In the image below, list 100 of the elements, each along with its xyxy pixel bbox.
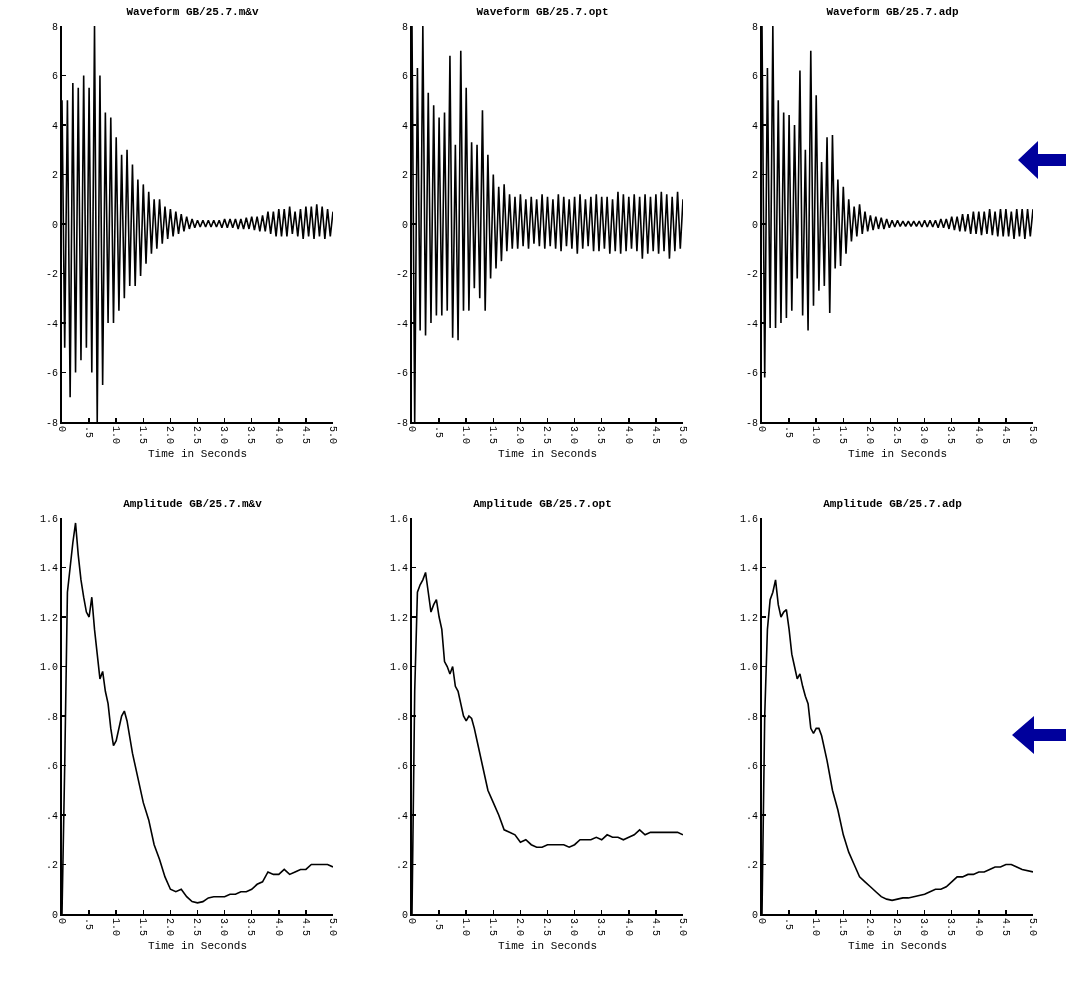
x-axis-title: Time in Seconds <box>497 939 598 952</box>
x-tick-label: 2.0 <box>514 426 526 445</box>
x-tick-label: 3.0 <box>918 918 930 937</box>
y-tick-label: .8 <box>45 711 58 723</box>
chart-title: Amplitude GB/25.7.m&v <box>123 498 263 511</box>
x-tick-label: 2.5 <box>891 918 903 937</box>
x-tick-label: 1.0 <box>809 918 821 937</box>
y-tick-label: 6 <box>51 71 58 82</box>
y-tick-label: 1.4 <box>39 563 58 574</box>
x-tick-label: 4.5 <box>999 918 1011 937</box>
y-tick-label: .2 <box>745 860 758 871</box>
y-tick-label: 1.6 <box>389 513 408 525</box>
y-tick-label: 0 <box>751 219 758 231</box>
x-axis-title: Time in Seconds <box>847 447 948 460</box>
y-tick-label: -2 <box>395 269 408 280</box>
x-tick-label: 2.5 <box>541 918 553 937</box>
x-tick-label: 1.5 <box>837 918 849 937</box>
x-tick-label: 1.5 <box>487 426 499 445</box>
chart-title: Waveform GB/25.7.m&v <box>126 6 259 19</box>
x-tick-label: 5.0 <box>326 426 338 445</box>
x-tick-label: 3.5 <box>245 426 257 445</box>
x-tick-label: 2.0 <box>864 426 876 445</box>
y-tick-label: 1.4 <box>739 563 758 574</box>
y-tick-label: -8 <box>45 417 58 429</box>
x-tick-label: .5 <box>82 918 94 931</box>
x-tick-label: .5 <box>432 918 444 931</box>
x-tick-label: 2.0 <box>164 426 176 445</box>
x-tick-label: 4.5 <box>299 426 311 445</box>
x-tick-label: 1.5 <box>487 918 499 937</box>
x-tick-label: 1.5 <box>137 918 149 937</box>
x-tick-label: 4.0 <box>622 426 634 445</box>
y-tick-label: 4 <box>751 120 758 132</box>
x-axis-title: Time in Seconds <box>147 447 248 460</box>
y-tick-label: .6 <box>395 761 408 772</box>
y-tick-label: 8 <box>751 21 758 33</box>
y-tick-label: 2 <box>401 170 408 181</box>
y-tick-label: 8 <box>401 21 408 33</box>
chart-title: Waveform GB/25.7.opt <box>476 6 609 19</box>
x-tick-label: 3.0 <box>218 426 230 445</box>
y-tick-label: -8 <box>395 417 408 429</box>
y-tick-label: .4 <box>745 810 758 822</box>
x-tick-label: 4.5 <box>299 918 311 937</box>
y-tick-label: -6 <box>745 368 758 379</box>
x-tick-label: 5.0 <box>676 426 688 445</box>
x-tick-label: 1.5 <box>837 426 849 445</box>
y-tick-label: -4 <box>45 318 58 330</box>
x-tick-label: 3.5 <box>595 918 607 937</box>
y-tick-label: .6 <box>745 761 758 772</box>
x-tick-label: 2.0 <box>514 918 526 937</box>
x-tick-label: .5 <box>82 426 94 439</box>
x-axis-title: Time in Seconds <box>847 939 948 952</box>
y-tick-label: 1.0 <box>739 662 758 673</box>
x-tick-label: 1.0 <box>109 918 121 937</box>
chart-title: Amplitude GB/25.7.adp <box>823 498 963 511</box>
y-tick-label: -2 <box>45 269 58 280</box>
y-tick-label: 2 <box>751 170 758 181</box>
x-tick-label: 1.0 <box>809 426 821 445</box>
y-tick-label: 0 <box>51 219 58 231</box>
x-tick-label: 5.0 <box>326 918 338 937</box>
y-tick-label: .4 <box>395 810 408 822</box>
x-tick-label: 5.0 <box>676 918 688 937</box>
x-tick-label: 3.5 <box>595 426 607 445</box>
x-tick-label: 2.5 <box>191 918 203 937</box>
x-tick-label: 1.0 <box>459 918 471 937</box>
x-tick-label: 2.0 <box>864 918 876 937</box>
x-tick-label: 4.0 <box>272 426 284 445</box>
x-tick-label: 5.0 <box>1026 426 1038 445</box>
x-tick-label: 4.0 <box>272 918 284 937</box>
y-tick-label: -4 <box>745 318 758 330</box>
x-tick-label: 4.5 <box>649 918 661 937</box>
y-tick-label: -6 <box>395 368 408 379</box>
y-tick-label: .8 <box>745 711 758 723</box>
y-tick-label: .8 <box>395 711 408 723</box>
x-tick-label: 4.5 <box>649 426 661 445</box>
y-tick-label: 1.2 <box>39 612 58 624</box>
y-tick-label: -4 <box>395 318 408 330</box>
y-tick-label: 1.2 <box>739 612 758 624</box>
x-tick-label: 2.5 <box>891 426 903 445</box>
x-tick-label: 3.0 <box>568 426 580 445</box>
y-tick-label: 1.4 <box>389 563 408 574</box>
chart-title: Waveform GB/25.7.adp <box>826 6 959 19</box>
x-tick-label: 1.5 <box>137 426 149 445</box>
y-tick-label: 1.6 <box>39 513 58 525</box>
x-tick-label: 3.5 <box>945 918 957 937</box>
x-axis-title: Time in Seconds <box>497 447 598 460</box>
x-tick-label: 4.0 <box>972 426 984 445</box>
y-tick-label: 8 <box>51 21 58 33</box>
y-tick-label: 6 <box>401 71 408 82</box>
y-tick-label: .2 <box>45 860 58 871</box>
y-tick-label: -8 <box>745 417 758 429</box>
x-tick-label: 3.5 <box>245 918 257 937</box>
y-tick-label: .2 <box>395 860 408 871</box>
x-tick-label: 3.5 <box>945 426 957 445</box>
x-tick-label: .5 <box>782 918 794 931</box>
y-tick-label: 1.0 <box>389 662 408 673</box>
x-tick-label: 3.0 <box>918 426 930 445</box>
x-tick-label: 4.5 <box>999 426 1011 445</box>
x-tick-label: 2.5 <box>541 426 553 445</box>
x-tick-label: .5 <box>782 426 794 439</box>
y-tick-label: 1.0 <box>39 662 58 673</box>
